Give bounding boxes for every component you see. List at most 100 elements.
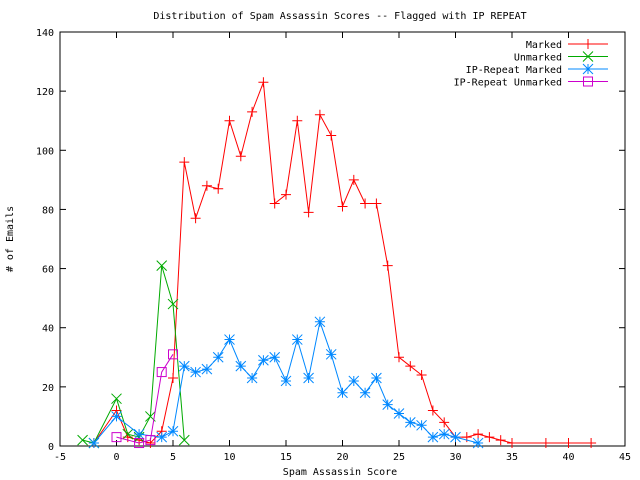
y-tick-label: 40 xyxy=(42,324,54,335)
data-point xyxy=(371,198,382,209)
y-tick-label: 20 xyxy=(42,383,54,394)
data-point xyxy=(416,370,427,381)
series-ip-repeat-marked xyxy=(88,316,484,449)
x-tick-label: 5 xyxy=(170,452,176,463)
data-point xyxy=(190,213,201,224)
data-point xyxy=(371,372,382,384)
data-point xyxy=(303,372,314,384)
data-point xyxy=(563,438,574,449)
data-point xyxy=(326,130,337,141)
data-point xyxy=(583,76,593,87)
data-point xyxy=(212,351,224,363)
data-point xyxy=(167,298,179,310)
data-point xyxy=(178,360,190,372)
data-point xyxy=(540,438,551,449)
data-point xyxy=(258,77,269,88)
data-point xyxy=(348,375,360,387)
data-point xyxy=(348,174,359,185)
plot-frame xyxy=(59,31,626,447)
data-point xyxy=(337,387,348,399)
data-point xyxy=(404,416,416,428)
data-point xyxy=(111,432,122,443)
legend-label: Marked xyxy=(526,40,562,51)
data-point xyxy=(134,438,145,449)
data-point xyxy=(416,419,427,431)
x-tick-label: 10 xyxy=(223,452,235,463)
x-tick-label: 40 xyxy=(562,452,574,463)
data-point xyxy=(213,183,224,194)
data-point xyxy=(156,367,167,378)
data-point xyxy=(280,375,292,387)
data-point xyxy=(156,260,168,271)
data-point xyxy=(77,434,88,446)
y-tick-label: 120 xyxy=(36,87,54,98)
data-point xyxy=(382,399,394,410)
legend-label: IP-Repeat Unmarked xyxy=(454,78,562,89)
data-point xyxy=(133,428,145,440)
data-point xyxy=(586,438,597,449)
data-point xyxy=(325,348,337,360)
data-point xyxy=(156,431,168,443)
series-line xyxy=(116,354,174,444)
x-axis-label: Spam Assassin Score xyxy=(283,467,397,478)
data-point xyxy=(382,260,393,271)
data-point xyxy=(224,334,235,345)
data-point xyxy=(394,352,404,363)
data-point xyxy=(393,408,405,419)
data-point xyxy=(314,109,325,120)
data-point xyxy=(168,372,178,383)
x-tick-label: 25 xyxy=(393,452,405,463)
x-tick-label: 15 xyxy=(280,452,292,463)
data-point xyxy=(246,372,258,384)
data-point xyxy=(405,361,416,372)
data-point xyxy=(507,438,517,449)
data-point xyxy=(473,429,484,440)
data-point xyxy=(583,39,593,49)
x-tick-label: 45 xyxy=(619,452,631,463)
y-tick-label: 100 xyxy=(36,146,54,157)
series-line xyxy=(82,265,185,444)
data-point xyxy=(582,63,594,75)
data-point xyxy=(359,387,371,399)
x-tick-label: 30 xyxy=(449,452,461,463)
data-point xyxy=(292,115,303,126)
data-point xyxy=(201,363,213,375)
data-point xyxy=(224,115,235,126)
data-point xyxy=(145,435,156,446)
data-point xyxy=(88,437,100,449)
chart-title: Distribution of Spam Assassin Scores -- … xyxy=(153,11,526,22)
data-point xyxy=(360,198,371,209)
data-point xyxy=(269,351,281,363)
data-point xyxy=(427,405,438,416)
data-point xyxy=(291,334,303,345)
x-tick-label: 35 xyxy=(506,452,518,463)
data-point xyxy=(258,354,269,366)
data-point xyxy=(247,106,258,117)
x-tick-label: 20 xyxy=(336,452,348,463)
data-point xyxy=(235,151,246,162)
data-point xyxy=(111,411,122,422)
legend-label: Unmarked xyxy=(514,53,562,64)
data-point xyxy=(168,349,178,360)
data-point xyxy=(111,393,122,405)
series-layer xyxy=(77,77,597,449)
y-tick-label: 80 xyxy=(42,205,54,216)
data-point xyxy=(167,425,179,437)
data-point xyxy=(122,428,134,440)
data-point xyxy=(179,157,190,168)
data-point xyxy=(235,360,247,372)
data-point xyxy=(178,434,190,446)
series-ip-repeat-unmarked xyxy=(111,349,178,449)
data-point xyxy=(495,435,506,446)
legend-label: IP-Repeat Marked xyxy=(466,65,562,76)
data-point xyxy=(201,180,212,191)
data-point xyxy=(269,198,280,209)
data-point xyxy=(303,207,314,218)
y-tick-label: 60 xyxy=(42,265,54,276)
data-point xyxy=(582,51,594,62)
data-point xyxy=(190,366,201,378)
x-tick-label: 0 xyxy=(113,452,119,463)
